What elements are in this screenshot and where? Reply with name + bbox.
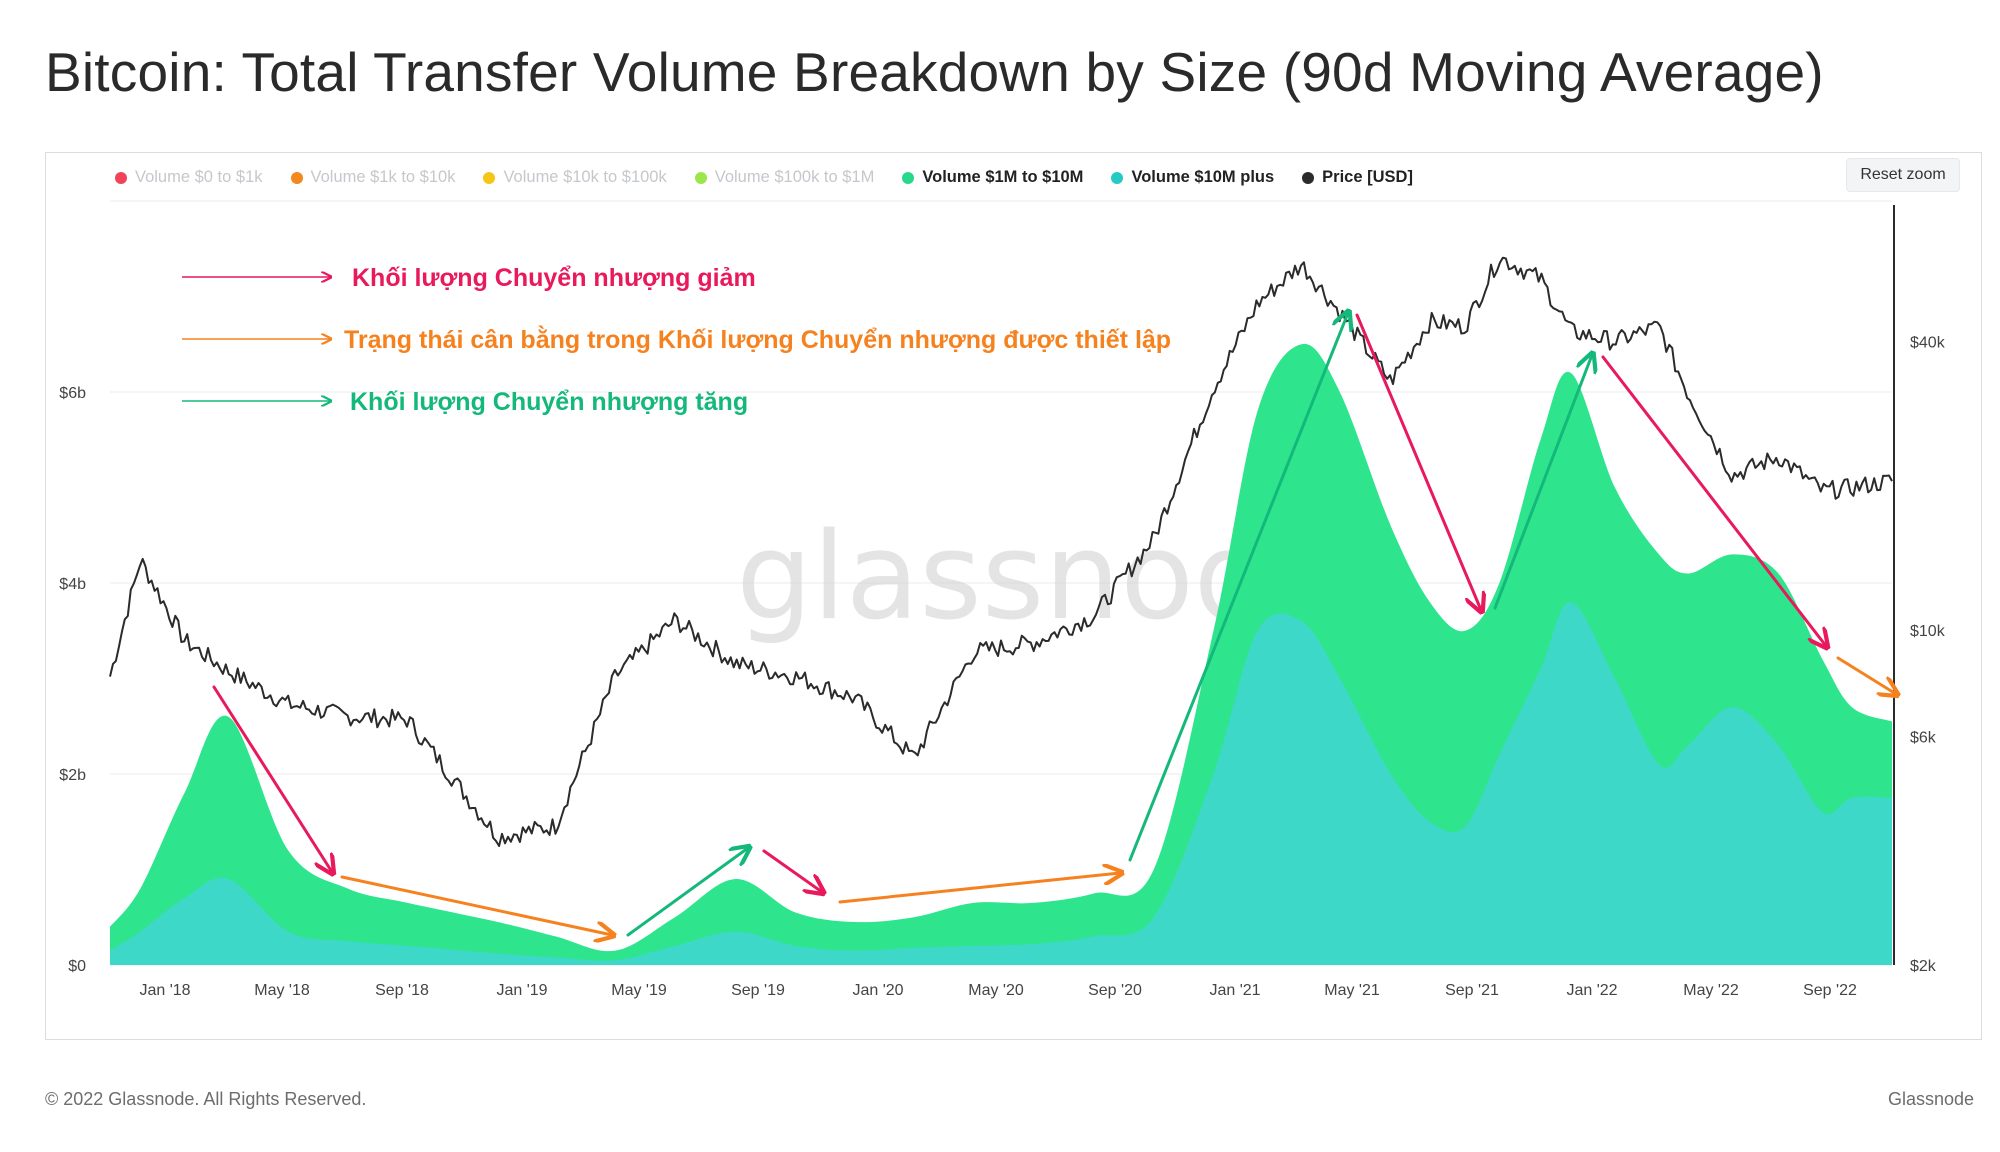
legend-label: Volume $10k to $100k [503, 168, 667, 186]
area-volume-10m-plus [110, 602, 1892, 965]
arrow-decrease-3 [1355, 313, 1481, 610]
arrow-increase-3 [1493, 355, 1592, 610]
y-left-tick-label: $6b [59, 385, 86, 402]
arrow-equilibrium-1 [340, 875, 612, 935]
y-right-axis-ticks: $2k $6k $10k $40k [1910, 334, 1946, 975]
x-tick-label: May '21 [1324, 982, 1380, 999]
y-right-tick-label: $40k [1910, 334, 1946, 351]
x-tick-label: Sep '19 [731, 982, 785, 999]
brand-text: Glassnode [1887, 1089, 1974, 1109]
legend-dot [115, 171, 127, 184]
legend-item-3[interactable]: Volume $100k to $1M [694, 168, 875, 187]
legend-label: Volume $100k to $1M [714, 168, 875, 186]
annotation-equilibrium: Trạng thái cân bằng trong Khối lượng Chu… [344, 324, 1171, 354]
legend-item-2[interactable]: Volume $10k to $100k [483, 168, 667, 187]
arrow-increase-2 [1128, 313, 1348, 862]
x-tick-label: Jan '19 [496, 982, 547, 999]
arrow-equilibrium-3 [1836, 656, 1896, 694]
legend-label: Price [USD] [1322, 168, 1413, 186]
x-tick-label: Jan '22 [1566, 982, 1617, 999]
reset-zoom-button[interactable]: Reset zoom [1846, 158, 1960, 192]
legend-label: Volume $1k to $10k [310, 168, 456, 186]
x-tick-label: Sep '21 [1445, 982, 1499, 999]
x-tick-label: Jan '21 [1209, 982, 1260, 999]
legend-dot [483, 171, 496, 184]
legend-item-4[interactable]: Volume $1M to $10M [902, 168, 1083, 187]
y-left-tick-label: $0 [68, 958, 86, 975]
area-series [110, 343, 1892, 965]
legend-label: Volume $10M plus [1131, 168, 1275, 186]
x-tick-label: Jan '18 [139, 982, 190, 999]
arrow-decrease-1 [212, 685, 332, 872]
page-title: Bitcoin: Total Transfer Volume Breakdown… [45, 41, 1824, 103]
legend-label: Volume $0 to $1k [135, 168, 263, 186]
legend-item-0[interactable]: Volume $0 to $1k [115, 168, 263, 187]
y-right-tick-label: $6k [1910, 729, 1937, 746]
legend-item-5[interactable]: Volume $10M plus [1111, 168, 1274, 187]
x-tick-label: Sep '18 [375, 982, 429, 999]
chart-frame [45, 152, 1982, 1040]
x-tick-label: Sep '20 [1088, 982, 1142, 999]
legend-item-1[interactable]: Volume $1k to $10k [290, 168, 456, 187]
legend-dot [694, 171, 707, 184]
price-line [109, 256, 1893, 847]
area-volume-1m-10m [110, 343, 1892, 965]
x-tick-label: May '22 [1683, 982, 1739, 999]
trend-arrows [212, 313, 1896, 937]
legend-dot [290, 171, 303, 184]
x-tick-label: Jan '20 [852, 982, 903, 999]
y-left-tick-label: $2b [59, 767, 86, 784]
x-tick-label: May '18 [254, 982, 310, 999]
x-tick-label: Sep '22 [1803, 982, 1857, 999]
x-tick-label: May '19 [611, 982, 667, 999]
arrow-decrease-2 [762, 849, 822, 892]
chart-legend: Volume $0 to $1k Volume $1k to $10k Volume… [115, 168, 1413, 187]
y-left-axis-ticks: $0 $2b $4b $6b [59, 385, 86, 975]
legend-label: Volume $1M to $10M [922, 168, 1084, 186]
legend-item-6[interactable]: Price [USD] [1302, 168, 1413, 187]
price-series [109, 256, 1893, 847]
y-right-tick-label: $10k [1910, 623, 1946, 640]
legend-dot [902, 171, 915, 184]
arrow-increase-1 [626, 848, 748, 937]
arrow-equilibrium-2 [838, 873, 1120, 904]
annotation-increase: Khối lượng Chuyển nhượng tăng [350, 388, 748, 416]
arrow-decrease-4 [1601, 355, 1826, 646]
y-left-tick-label: $4b [59, 576, 86, 593]
legend-dot [1302, 171, 1315, 184]
x-tick-label: May '20 [968, 982, 1024, 999]
annotation-decrease: Khối lượng Chuyển nhượng giảm [352, 264, 756, 292]
annotation-legend: Khối lượng Chuyển nhượng giảm Trạng thái… [182, 264, 1171, 416]
copyright-text: © 2022 Glassnode. All Rights Reserved. [45, 1089, 367, 1109]
y-right-tick-label: $2k [1910, 958, 1937, 975]
x-axis-ticks: Jan '18 May '18 Sep '18 Jan '19 May '19 Sep '… [139, 982, 1857, 999]
legend-dot [1111, 171, 1124, 184]
